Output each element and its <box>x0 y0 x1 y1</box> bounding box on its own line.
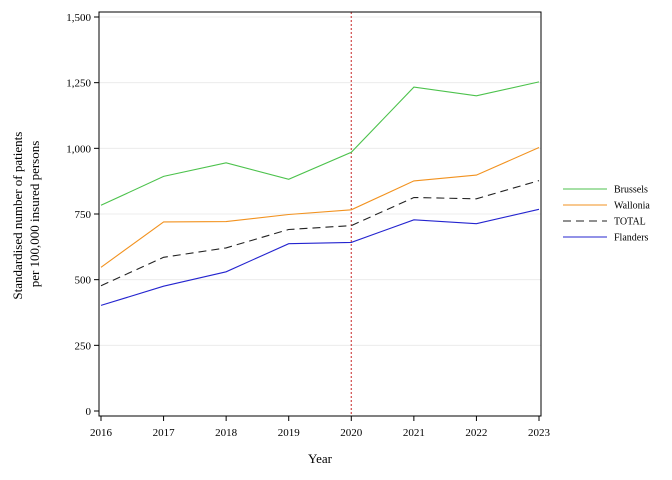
legend-label-total: TOTAL <box>614 217 646 228</box>
x-tick-label: 2018 <box>215 427 238 439</box>
legend-label-flanders: Flanders <box>614 233 649 244</box>
x-tick-label: 2020 <box>340 427 363 439</box>
x-tick-label: 2023 <box>528 427 551 439</box>
x-tick-label: 2016 <box>90 427 113 439</box>
x-tick-label: 2017 <box>153 427 176 439</box>
series-line-wallonia <box>100 146 540 268</box>
x-tick-label: 2019 <box>278 427 301 439</box>
series-line-flanders <box>100 208 540 306</box>
legend: Brussels Wallonia TOTAL Flanders <box>563 185 650 244</box>
x-axis-title: Year <box>308 451 333 466</box>
y-axis-title-line-1: Standardised number of patients <box>10 132 25 300</box>
x-axis: 2016 2017 2018 2019 2020 2021 2022 2023 <box>90 416 551 439</box>
y-tick-label: 1,500 <box>66 12 91 24</box>
y-tick-label: 0 <box>86 406 92 418</box>
gridlines <box>99 16 541 346</box>
x-tick-label: 2022 <box>465 427 487 439</box>
y-tick-label: 1,000 <box>66 143 91 155</box>
x-tick-label: 2021 <box>403 427 425 439</box>
y-tick-label: 750 <box>75 209 92 221</box>
y-axis-title-line-2: per 100,000 insured persons <box>27 141 42 288</box>
series-line-brussels <box>100 81 540 206</box>
y-axis: 0 250 500 750 1,000 1,250 1,500 <box>66 12 99 418</box>
y-tick-label: 250 <box>75 340 92 352</box>
series-lines <box>100 81 540 306</box>
series-line-total <box>100 180 540 287</box>
legend-label-wallonia: Wallonia <box>614 201 650 212</box>
y-tick-label: 1,250 <box>66 78 91 90</box>
y-axis-title: Standardised number of patients per 100,… <box>10 128 42 299</box>
legend-label-brussels: Brussels <box>614 185 648 196</box>
y-tick-label: 500 <box>75 275 92 287</box>
